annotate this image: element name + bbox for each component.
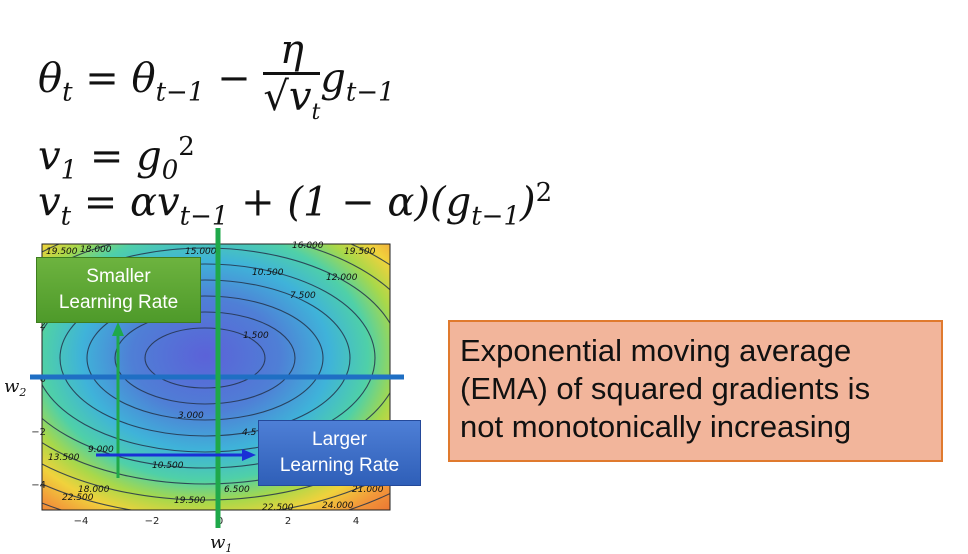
- ema-note-line3: not monotonically increasing: [460, 409, 852, 444]
- x-tick-label: 4: [353, 516, 359, 527]
- smaller-learning-rate-box: Smaller Learning Rate: [36, 257, 201, 323]
- eq3-g-sub: t−1: [471, 201, 520, 232]
- w1-label-base: w: [210, 532, 226, 553]
- contour-label: 18.000: [78, 485, 110, 495]
- contour-label: 4.5: [242, 428, 257, 438]
- eq1-minus: −: [217, 55, 251, 102]
- equation-v1: v1 = g02: [38, 122, 195, 195]
- eq2-exponent: 2: [178, 132, 195, 162]
- eq3-lhs-sub: t: [60, 201, 72, 232]
- eq1-numerator: η: [263, 28, 321, 75]
- eq2-equals: =: [89, 133, 124, 180]
- equation-vt: vt = αvt−1 + (1 − α)(gt−1)2: [38, 168, 552, 241]
- contour-label-group: 19.500 18.000 15.000 16.000 19.500 10.50…: [46, 241, 384, 513]
- eq3-alpha: α: [130, 179, 158, 226]
- smaller-lr-line1: Smaller: [86, 266, 151, 287]
- eq3-g-open: (g: [430, 179, 472, 226]
- eq1-equals: =: [85, 55, 119, 102]
- eq3-lhs: v: [38, 179, 61, 226]
- eq1-den-sub: t: [311, 100, 321, 125]
- y-tick-label: −2: [31, 427, 46, 438]
- contour-label: 24.000: [322, 501, 354, 511]
- contour-label: 13.500: [48, 453, 80, 463]
- x-tick-label: 2: [285, 516, 291, 527]
- w1-axis-label: w1: [210, 532, 232, 554]
- larger-lr-line2: Learning Rate: [279, 455, 400, 476]
- ema-note-line1: Exponential moving average: [460, 333, 852, 368]
- large-lr-arrowhead: [242, 449, 256, 461]
- y-tick-label: 2: [40, 320, 46, 331]
- eq1-lhs: θ: [38, 55, 63, 102]
- eq3-plus: +: [241, 179, 275, 226]
- contour-label: 10.500: [152, 461, 184, 471]
- contour-label: 22.500: [262, 503, 294, 513]
- contour-label: 16.000: [292, 241, 324, 251]
- w2-label-sub: 2: [18, 386, 26, 399]
- contour-lines: [42, 244, 390, 510]
- contour-label: 7.500: [290, 291, 316, 301]
- eq1-lhs-sub: t: [62, 77, 73, 108]
- eq2-lhs-sub: 1: [60, 155, 78, 186]
- contour-label: 19.500: [344, 247, 376, 257]
- eq3-g-close: ): [520, 179, 536, 226]
- ema-note-line2: (EMA) of squared gradients is: [460, 371, 871, 406]
- ema-note-box: Exponential moving average (EMA) of squa…: [448, 320, 943, 462]
- eq1-den-base: v: [288, 74, 312, 120]
- contour-label: 18.000: [80, 245, 112, 255]
- eq3-v: v: [157, 179, 180, 226]
- eq2-lhs: v: [38, 133, 61, 180]
- eq3-v-sub: t−1: [179, 201, 229, 232]
- equation-theta-update: θt = θt−1 − η √vt gt−1: [38, 28, 395, 125]
- contour-label: 21.000: [352, 485, 384, 495]
- larger-learning-rate-box: Larger Learning Rate: [258, 420, 421, 486]
- contour-label: 22.500: [62, 493, 94, 503]
- y-tick-label: −4: [31, 480, 46, 491]
- w1-label-sub: 1: [225, 542, 232, 554]
- w2-label-base: w: [4, 376, 20, 397]
- smaller-lr-line2: Learning Rate: [58, 292, 179, 313]
- contour-label: 19.500: [46, 247, 78, 257]
- x-tick-label: −2: [145, 516, 160, 527]
- eq3-paren: (1 − α): [287, 179, 430, 226]
- contour-label: 6.500: [224, 485, 250, 495]
- larger-lr-line1: Larger: [312, 429, 367, 450]
- eq1-term: θ: [131, 55, 156, 102]
- contour-label: 12.000: [326, 273, 358, 283]
- eq1-g-sub: t−1: [345, 77, 395, 108]
- contour-label: 1.500: [243, 331, 269, 341]
- x-tick-label: −4: [74, 516, 89, 527]
- eq1-denominator: √vt: [263, 72, 321, 125]
- eq2-g: g: [136, 133, 162, 180]
- eq1-term-sub: t−1: [155, 77, 205, 108]
- w2-axis-label: w2: [4, 376, 26, 399]
- contour-label: 19.500: [174, 496, 206, 506]
- eq1-g: g: [320, 55, 346, 102]
- eq3-equals: =: [83, 179, 118, 226]
- contour-label: 10.500: [252, 268, 284, 278]
- contour-label: 3.000: [178, 411, 204, 421]
- small-lr-arrowhead: [112, 322, 124, 336]
- contour-label: 15.000: [185, 247, 217, 257]
- eq2-g-sub: 0: [161, 155, 179, 186]
- contour-label: 9.000: [88, 445, 114, 455]
- eq1-fraction: η √vt: [263, 28, 321, 135]
- eq1-den-radicand: vt: [288, 72, 321, 125]
- eq3-exponent: 2: [535, 178, 553, 208]
